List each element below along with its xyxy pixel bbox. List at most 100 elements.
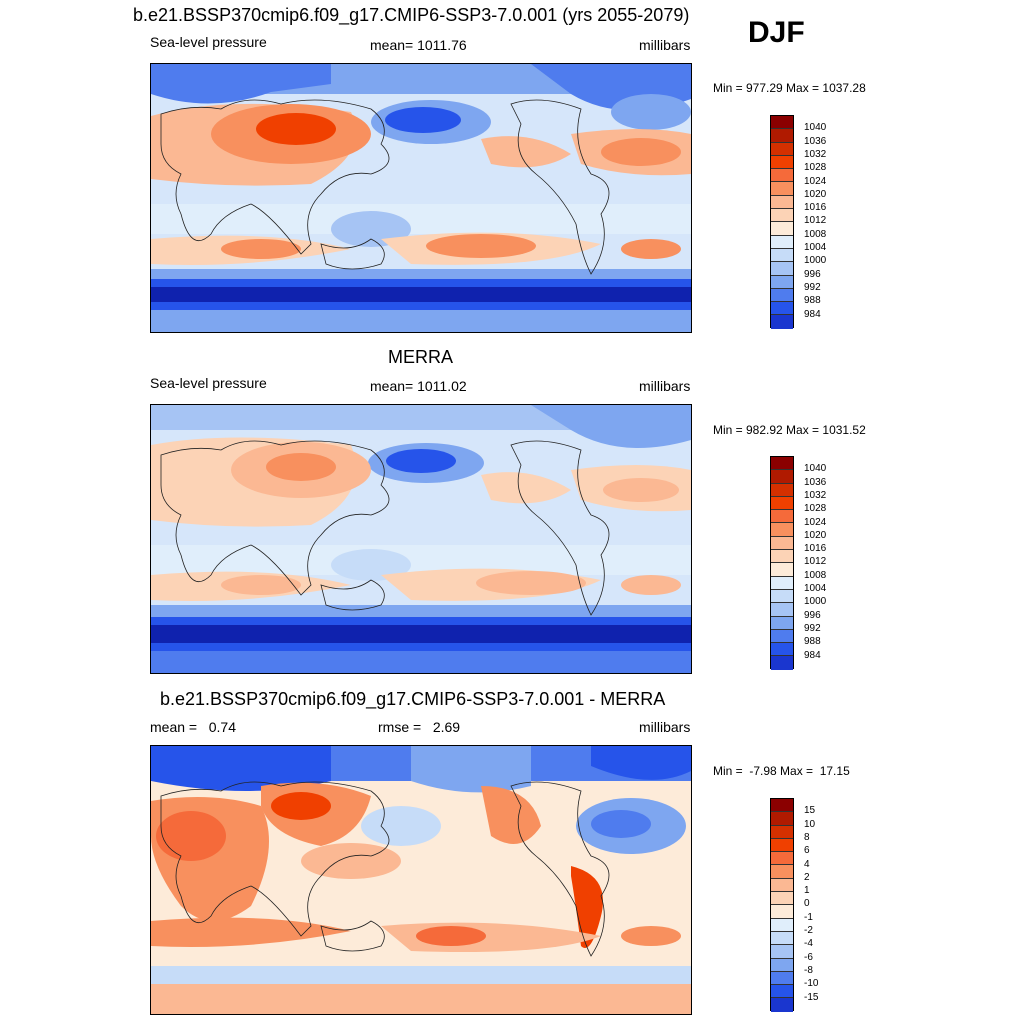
colorbar-label: -15 [804,991,819,1003]
colorbar-label: 988 [804,636,821,648]
colorbar-swatch [771,248,793,263]
colorbar-swatch [771,315,793,329]
colorbar-swatch [771,892,793,906]
panel2-variable: Sea-level pressure [150,375,267,391]
colorbar-label: -6 [804,951,813,963]
colorbar-swatch [771,589,793,604]
colorbar-label: 6 [804,845,810,857]
colorbar-swatch [771,457,793,471]
colorbar-label: 15 [804,805,816,817]
panel3-minmax: Min = -7.98 Max = 17.15 [713,764,850,778]
colorbar-swatch [771,536,793,551]
colorbar-swatch [771,656,793,670]
colorbar-swatch [771,563,793,577]
panel1-map [150,63,692,333]
colorbar-swatch [771,275,793,289]
colorbar-label: 1036 [804,476,827,488]
colorbar-label: 1024 [804,516,827,528]
colorbar-swatch [771,288,793,303]
colorbar-swatch [771,629,793,644]
colorbar-swatch [771,576,793,590]
colorbar-label: 984 [804,308,821,320]
colorbar-swatch [771,235,793,249]
colorbar-label: 1004 [804,242,827,253]
colorbar-label: 1012 [804,215,827,227]
colorbar-swatch [771,603,793,617]
colorbar-swatch [771,878,793,893]
panel3-title: b.e21.BSSP370cmip6.f09_g17.CMIP6-SSP3-7.… [160,689,666,709]
colorbar-swatch [771,918,793,932]
panel1-colorbar [770,115,794,329]
colorbar-label: 1008 [804,228,827,240]
colorbar-swatch [771,142,793,156]
colorbar-swatch [771,838,793,853]
colorbar-swatch [771,550,793,564]
panel3-map [150,745,692,1015]
colorbar-label: -2 [804,925,813,936]
colorbar-swatch [771,825,793,839]
colorbar-label: 1016 [804,202,827,214]
colorbar-label: 2 [804,871,810,883]
colorbar-label: 1 [804,885,810,897]
colorbar-label: 1012 [804,556,827,568]
colorbar-swatch [771,998,793,1012]
colorbar-swatch [771,302,793,316]
panel2-mean: mean= 1011.02 [370,378,467,394]
panel1-mean: mean= 1011.76 [370,37,467,53]
colorbar-label: 996 [804,268,821,280]
panel1-minmax: Min = 977.29 Max = 1037.28 [713,81,866,95]
colorbar-label: 1032 [804,489,827,501]
colorbar-swatch [771,852,793,866]
panel2-units: millibars [639,378,691,394]
panel2-map [150,404,692,674]
colorbar-swatch [771,865,793,879]
panel2-colorbar [770,456,794,670]
panel3-colorbar [770,798,794,1012]
panel3-mean: mean = 0.74 [150,719,237,735]
colorbar-label: -8 [804,964,813,976]
colorbar-label: 996 [804,609,821,621]
colorbar-swatch [771,155,793,170]
colorbar-swatch [771,209,793,223]
colorbar-swatch [771,129,793,143]
season-label: DJF [748,16,805,49]
panel3-units: millibars [639,719,691,735]
colorbar-label: 1016 [804,543,827,555]
colorbar-swatch [771,971,793,986]
panel3-rmse: rmse = 2.69 [378,719,461,735]
colorbar-swatch [771,222,793,236]
colorbar-label: 8 [804,831,810,843]
colorbar-swatch [771,799,793,813]
colorbar-label: 1020 [804,188,827,200]
colorbar-label: 1040 [804,122,827,134]
colorbar-label: 988 [804,295,821,307]
colorbar-label: 992 [804,622,821,634]
colorbar-swatch [771,523,793,537]
colorbar-swatch [771,931,793,946]
colorbar-swatch [771,643,793,657]
colorbar-label: 1020 [804,529,827,541]
colorbar-swatch [771,958,793,972]
panel1-units: millibars [639,37,691,53]
colorbar-swatch [771,116,793,130]
panel1-variable: Sea-level pressure [150,34,267,50]
panel2-minmax: Min = 982.92 Max = 1031.52 [713,423,866,437]
colorbar-label: 1008 [804,569,827,581]
colorbar-swatch [771,905,793,919]
colorbar-label: 0 [804,898,810,910]
colorbar-swatch [771,262,793,276]
colorbar-label: 4 [804,858,810,870]
colorbar-swatch [771,182,793,196]
colorbar-label: 1040 [804,463,827,475]
colorbar-label: 1000 [804,255,827,267]
colorbar-swatch [771,195,793,210]
colorbar-label: 1024 [804,175,827,187]
colorbar-label: 1028 [804,162,827,174]
colorbar-swatch [771,945,793,959]
panel2-title: MERRA [388,347,454,367]
colorbar-label: 992 [804,281,821,293]
colorbar-swatch [771,169,793,183]
colorbar-label: 1032 [804,148,827,160]
colorbar-label: 1036 [804,135,827,147]
colorbar-label: 1028 [804,503,827,515]
